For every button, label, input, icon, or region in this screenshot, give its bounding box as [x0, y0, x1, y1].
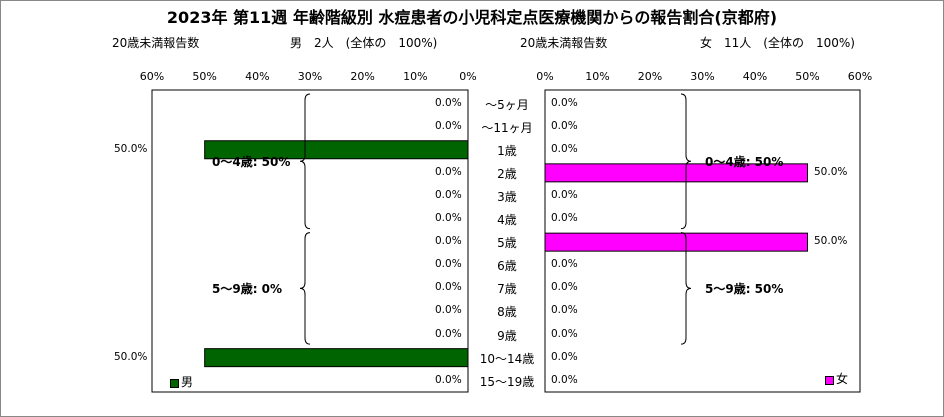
left-bar-value-label: 0.0% — [435, 373, 462, 386]
category-label: 4歳 — [497, 213, 517, 228]
left-bar — [204, 348, 469, 368]
left-plot-area — [151, 89, 469, 393]
right-bar-value-label: 0.0% — [551, 373, 578, 386]
category-label: 7歳 — [497, 282, 517, 297]
right-bar-value-label: 0.0% — [551, 212, 578, 225]
left-bar-value-label: 0.0% — [435, 258, 462, 271]
category-label: 3歳 — [497, 189, 517, 204]
left-x-tick-label: 60% — [139, 70, 165, 83]
legend-label-female: 女 — [836, 372, 849, 386]
left-bar-value-label: 0.0% — [435, 188, 462, 201]
right-bar-value-label: 0.0% — [551, 350, 578, 363]
right-age-group-brace — [680, 232, 692, 345]
right-bar-value-label: 0.0% — [551, 281, 578, 294]
right-x-tick-label: 20% — [637, 70, 663, 83]
left-x-tick-label: 10% — [403, 70, 428, 83]
left-bar-value-label: 0.0% — [435, 281, 462, 294]
right-bar-value-label: 0.0% — [551, 142, 578, 155]
right-bar-value-label: 0.0% — [551, 188, 578, 201]
right-age-group-label: 0～4歳: 50% — [705, 155, 784, 170]
right-bar — [544, 232, 808, 252]
right-x-tick-label: 10% — [585, 70, 610, 83]
left-bar-value-label: 0.0% — [435, 96, 462, 109]
left-bar-value-label: 50.0% — [114, 350, 148, 363]
right-x-tick-label: 30% — [690, 70, 715, 83]
category-label: 6歳 — [497, 259, 517, 274]
category-label: 5歳 — [497, 236, 517, 251]
legend-label-male: 男 — [181, 375, 194, 389]
left-bar-value-label: 0.0% — [435, 235, 462, 248]
left-bar-value-label: 0.0% — [435, 304, 462, 317]
left-subtitle-total: 男 2人 (全体の 100%) — [290, 36, 438, 50]
right-x-tick-label: 60% — [847, 70, 873, 83]
left-bar-value-label: 0.0% — [435, 212, 462, 225]
left-bar — [204, 140, 469, 160]
left-x-tick-label: 30% — [297, 70, 323, 83]
category-label: ～11ヶ月 — [481, 120, 533, 135]
left-bar-value-label: 0.0% — [435, 165, 462, 178]
right-bar-value-label: 0.0% — [551, 119, 578, 132]
category-label: 1歳 — [497, 143, 517, 158]
right-subtitle-total: 女 11人 (全体の 100%) — [700, 36, 855, 50]
left-bar-value-label: 0.0% — [435, 119, 462, 132]
left-age-group-brace — [299, 232, 311, 345]
category-label: 15～19歳 — [479, 374, 535, 389]
legend-swatch-female — [825, 376, 834, 385]
left-x-tick-label: 0% — [459, 70, 477, 83]
legend-swatch-male — [170, 379, 179, 388]
category-label: 9歳 — [497, 328, 517, 343]
right-bar — [544, 163, 808, 183]
right-x-tick-label: 0% — [536, 70, 554, 83]
right-bar-value-label: 0.0% — [551, 327, 578, 340]
right-bar-value-label: 50.0% — [814, 235, 848, 248]
category-label: 10～14歳 — [479, 351, 535, 366]
right-bar-value-label: 0.0% — [551, 258, 578, 271]
right-x-tick-label: 50% — [795, 70, 820, 83]
left-age-group-label: 0～4歳: 50% — [212, 155, 291, 170]
chart-title: 2023年 第11週 年齢階級別 水痘患者の小児科定点医療機関からの報告割合(京… — [166, 8, 778, 27]
right-bar-value-label: 50.0% — [814, 165, 848, 178]
category-label: ～5ヶ月 — [485, 97, 529, 112]
left-x-tick-label: 50% — [192, 70, 217, 83]
category-label: 2歳 — [497, 166, 517, 181]
left-age-group-label: 5～9歳: 0% — [212, 282, 283, 297]
left-subtitle-count-label: 20歳未満報告数 — [112, 36, 200, 50]
left-x-tick-label: 40% — [245, 70, 270, 83]
right-bar-value-label: 0.0% — [551, 304, 578, 317]
left-age-group-brace — [299, 93, 311, 230]
right-x-tick-label: 40% — [742, 70, 768, 83]
category-label: 8歳 — [497, 305, 517, 320]
left-x-tick-label: 20% — [350, 70, 375, 83]
left-bar-value-label: 50.0% — [114, 142, 148, 155]
right-bar-value-label: 0.0% — [551, 96, 578, 109]
right-subtitle-count-label: 20歳未満報告数 — [520, 36, 608, 50]
left-bar-value-label: 0.0% — [435, 327, 462, 340]
right-age-group-brace — [680, 93, 692, 230]
right-age-group-label: 5～9歳: 50% — [705, 282, 784, 297]
